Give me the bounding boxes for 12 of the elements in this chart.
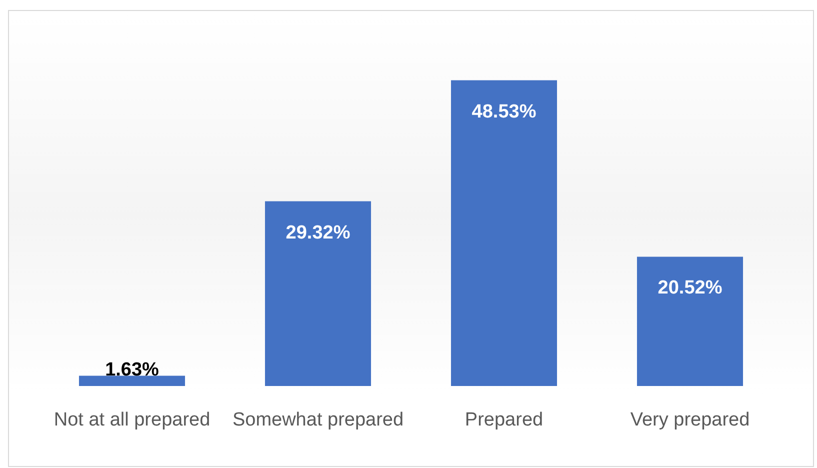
bar [450,80,558,386]
x-tick-label: Somewhat prepared [232,410,404,430]
data-label: 20.52% [658,278,722,299]
x-tick-label: Not at all prepared [54,410,210,430]
data-label: 29.32% [286,222,350,244]
bar [78,376,186,386]
x-tick-label: Prepared [464,410,544,430]
x-tick-label: Very prepared [630,410,750,430]
bar [636,256,744,386]
data-label: 48.53% [472,101,536,122]
bar [264,201,372,386]
data-label: 1.63% [105,360,160,381]
